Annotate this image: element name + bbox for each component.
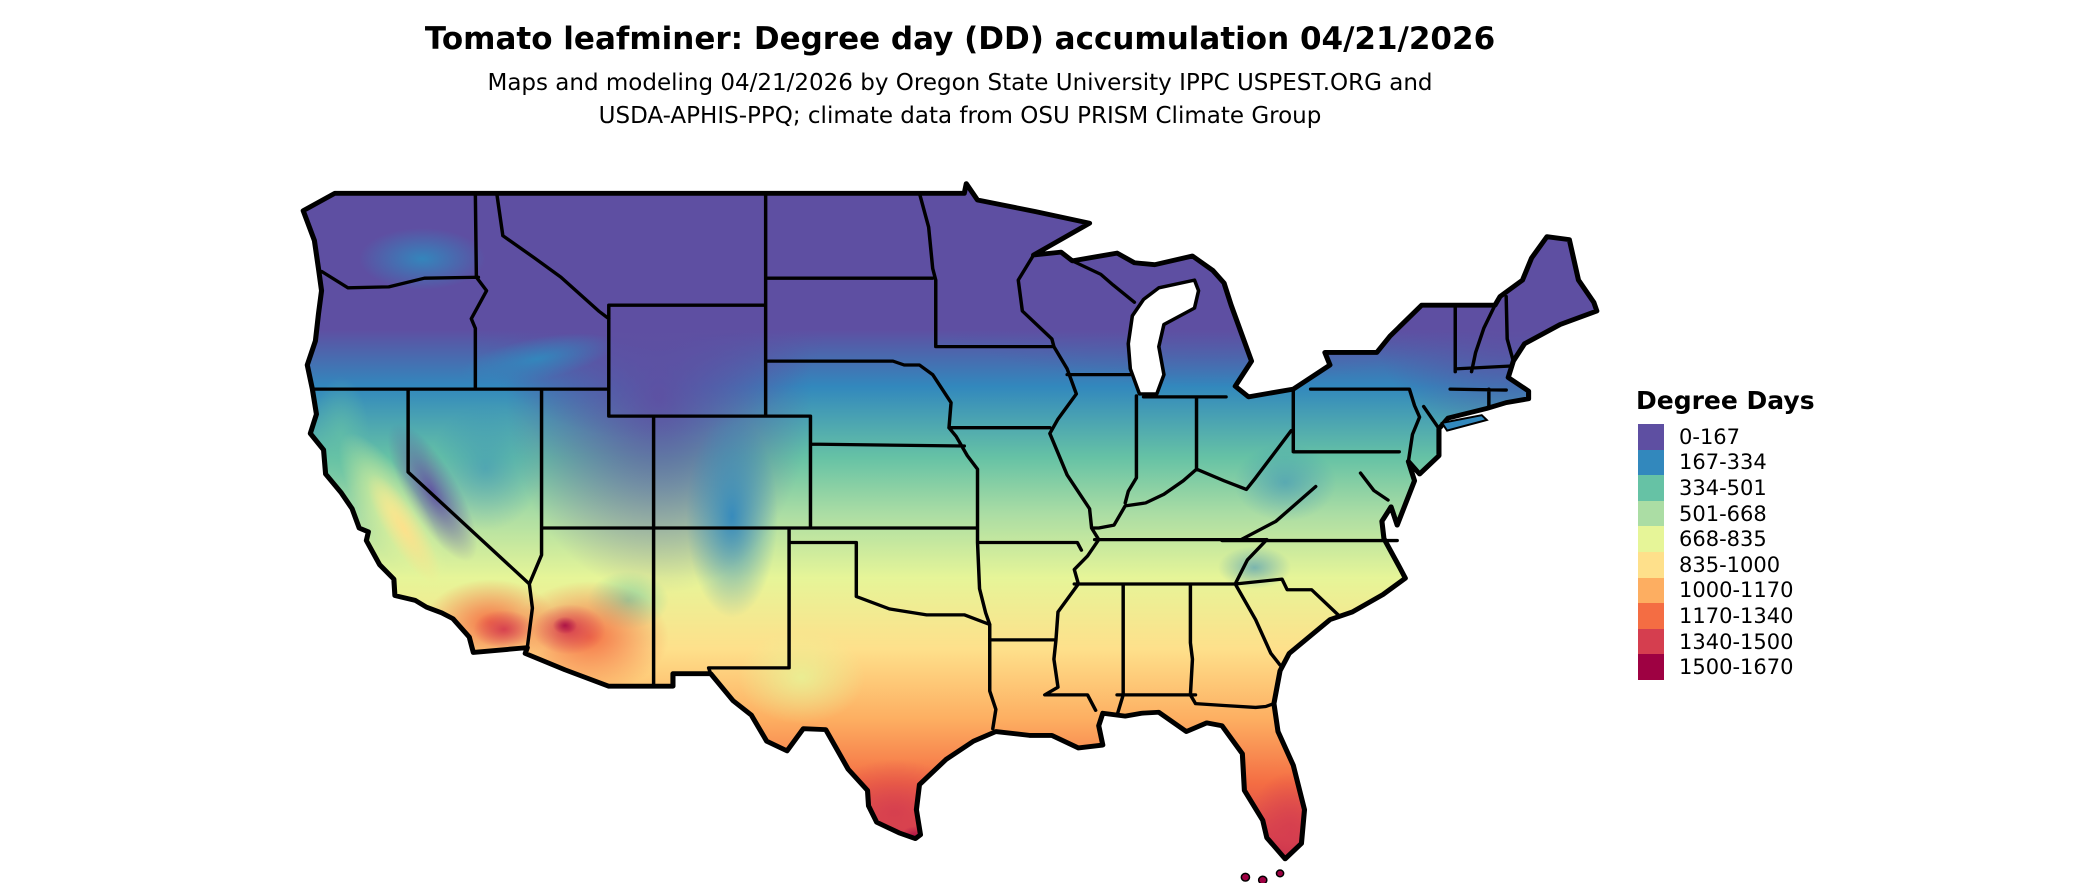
legend-item: 1500-1670 xyxy=(1638,654,1815,680)
west-texas-plateau-blob xyxy=(738,631,865,724)
legend-label: 668-835 xyxy=(1679,527,1767,552)
legend-swatch xyxy=(1638,424,1664,450)
state-borders xyxy=(310,191,1516,731)
header: Tomato leafminer: Degree day (DD) accumu… xyxy=(0,0,1920,133)
legend-swatch xyxy=(1638,475,1664,501)
central-valley-core-blob xyxy=(367,473,441,584)
legend-item: 334-501 xyxy=(1638,475,1815,501)
legend-item: 835-1000 xyxy=(1638,551,1815,578)
legend-swatch xyxy=(1638,577,1664,604)
columbia-basin-blob xyxy=(359,228,486,290)
lake-michigan xyxy=(1126,278,1201,396)
legend-label: 0-167 xyxy=(1679,424,1741,449)
legend-item: 1000-1170 xyxy=(1638,577,1815,604)
yuma-hot-core-blob xyxy=(552,616,578,635)
legend-swatch xyxy=(1638,449,1664,476)
nm-co-rockies-blob xyxy=(686,415,778,618)
legend-item: 167-334 xyxy=(1638,449,1815,476)
west-virginia-highlands-blob xyxy=(1234,444,1337,522)
legend-label: 1000-1170 xyxy=(1679,578,1794,603)
legend-item: 1170-1340 xyxy=(1638,603,1815,629)
map-svg xyxy=(300,181,1600,883)
legend-label: 1170-1340 xyxy=(1679,603,1794,628)
snake-plain-blob xyxy=(458,333,615,386)
legend-label: 501-668 xyxy=(1679,501,1767,526)
long-island xyxy=(1440,414,1489,432)
legend-item: 1340-1500 xyxy=(1638,628,1815,655)
legend-swatch xyxy=(1638,603,1664,629)
legend-swatch xyxy=(1638,526,1664,552)
subtitle-line-2: USDA-APHIS-PPQ; climate data from OSU PR… xyxy=(598,103,1322,129)
legend-label: 334-501 xyxy=(1679,475,1767,500)
legend-title: Degree Days xyxy=(1636,386,1815,415)
legend-item: 501-668 xyxy=(1638,500,1815,527)
map-subtitle: Maps and modeling 04/21/2026 by Oregon S… xyxy=(0,67,1920,133)
legend-label: 1340-1500 xyxy=(1679,629,1794,654)
legend-swatch xyxy=(1638,654,1664,680)
us-degree-day-map xyxy=(292,174,1606,883)
legend: Degree Days 0-167 167-334 334-501 501-66… xyxy=(1636,386,1815,680)
map-title: Tomato leafminer: Degree day (DD) accumu… xyxy=(424,21,1496,57)
legend-swatch xyxy=(1638,628,1664,655)
legend-label: 835-1000 xyxy=(1679,552,1781,577)
south-texas-hot-blob xyxy=(818,759,972,859)
socal-hot-core-blob xyxy=(473,610,535,649)
legend-item: 668-835 xyxy=(1638,526,1815,552)
legend-swatch xyxy=(1638,551,1664,578)
subtitle-line-1: Maps and modeling 04/21/2026 by Oregon S… xyxy=(487,70,1433,96)
us-outline xyxy=(300,181,1600,862)
florida-keys xyxy=(1240,869,1285,883)
nevada-basin-blob xyxy=(429,405,542,531)
legend-label: 1500-1670 xyxy=(1679,655,1794,680)
legend-item: 0-167 xyxy=(1638,424,1815,450)
north-rockies-low-dd-blob xyxy=(470,198,827,440)
legend-swatch xyxy=(1638,500,1664,527)
legend-label: 167-334 xyxy=(1679,450,1767,475)
sierra-nevada-low-dd-blob xyxy=(387,423,478,562)
